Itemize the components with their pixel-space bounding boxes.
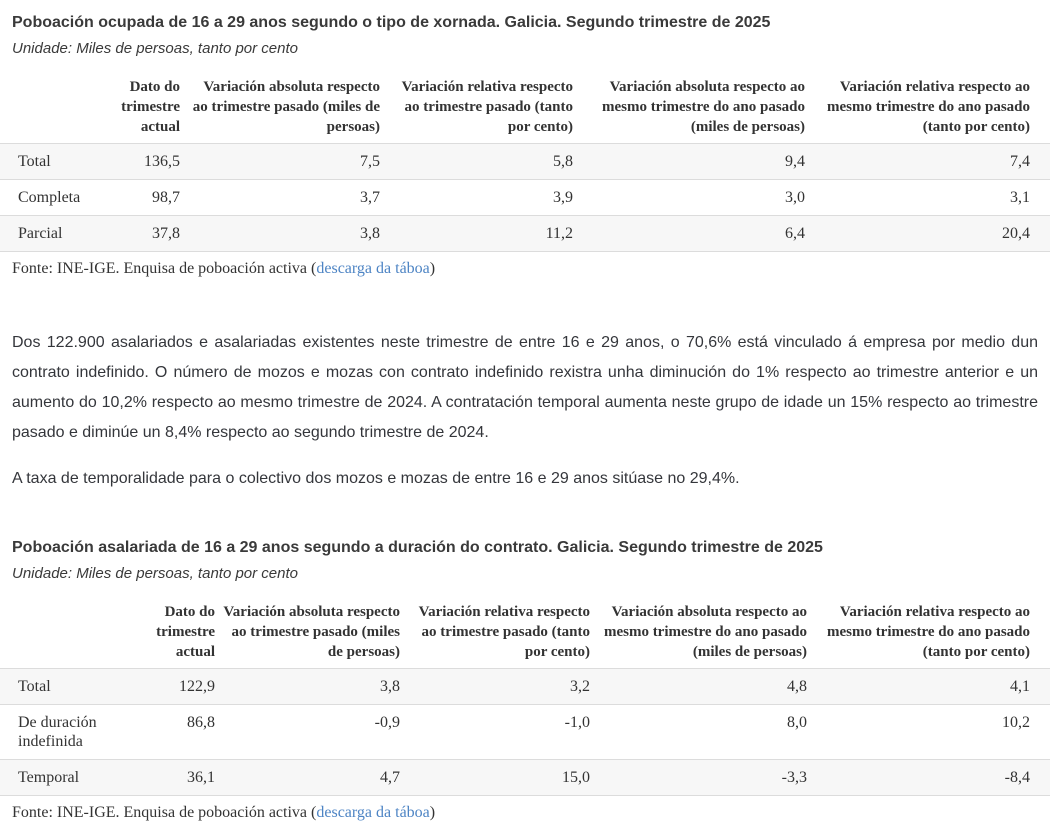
section-title-xornada: Poboación ocupada de 16 a 29 anos segund… <box>12 14 771 31</box>
table-row: Total 122,9 3,8 3,2 4,8 4,1 <box>0 668 1050 705</box>
cell-value: 11,2 <box>380 215 573 252</box>
xornada-table: Dato do trimestre actual Variación absol… <box>0 77 1050 252</box>
column-header-var-rel-trimestre: Variación relativa respecto ao trimestre… <box>380 77 573 144</box>
cell-value: 98,7 <box>112 179 180 216</box>
cell-value: -1,0 <box>400 704 590 760</box>
cell-value: 4,1 <box>807 668 1050 705</box>
column-header-dato-actual: Dato do trimestre actual <box>112 77 180 144</box>
cell-value: 20,4 <box>805 215 1050 252</box>
paragraph-temporalidade: A taxa de temporalidade para o colectivo… <box>12 470 740 487</box>
cell-value: 3,2 <box>400 668 590 705</box>
source-text: Fonte: INE-IGE. Enquisa de poboación act… <box>12 260 317 277</box>
download-table-link[interactable]: descarga da táboa <box>316 804 430 821</box>
cell-value: 15,0 <box>400 759 590 796</box>
table-row: Completa 98,7 3,7 3,9 3,0 3,1 <box>0 179 1050 216</box>
row-label: Temporal <box>0 759 112 796</box>
unit-label: Unidade: Miles de persoas, tanto por cen… <box>12 565 299 582</box>
row-label: De duración indefinida <box>0 704 112 760</box>
cell-value: 9,4 <box>573 143 805 180</box>
section-title-contrato: Poboación asalariada de 16 a 29 anos seg… <box>12 539 823 556</box>
row-label: Completa <box>0 179 112 216</box>
row-label: Parcial <box>0 215 112 252</box>
cell-value: 7,5 <box>180 143 380 180</box>
column-header-dato-actual: Dato do trimestre actual <box>112 602 215 669</box>
table-row: Temporal 36,1 4,7 15,0 -3,3 -8,4 <box>0 759 1050 796</box>
column-header-var-abs-ano: Variación absoluta respecto ao mesmo tri… <box>573 77 805 144</box>
cell-value: 3,0 <box>573 179 805 216</box>
column-header-var-abs-ano: Variación absoluta respecto ao mesmo tri… <box>590 602 807 669</box>
cell-value: 5,8 <box>380 143 573 180</box>
table-row: Total 136,5 7,5 5,8 9,4 7,4 <box>0 143 1050 180</box>
source-text-suffix: ) <box>429 804 436 821</box>
column-header-var-abs-trimestre: Variación absoluta respecto ao trimestre… <box>215 602 400 669</box>
cell-value: 136,5 <box>112 143 180 180</box>
analysis-text: Dos 122.900 asalariados e asalariadas ex… <box>12 328 1038 494</box>
cell-value: 3,8 <box>215 668 400 705</box>
source-text-suffix: ) <box>429 260 436 277</box>
source-note: Fonte: INE-IGE. Enquisa de poboación act… <box>12 803 1038 822</box>
cell-value: 3,7 <box>180 179 380 216</box>
table-header-row: Dato do trimestre actual Variación absol… <box>0 77 1050 144</box>
cell-value: 10,2 <box>807 704 1050 760</box>
cell-value: 86,8 <box>112 704 215 760</box>
source-note: Fonte: INE-IGE. Enquisa de poboación act… <box>12 259 1038 278</box>
source-text: Fonte: INE-IGE. Enquisa de poboación act… <box>12 804 317 821</box>
cell-value: 3,1 <box>805 179 1050 216</box>
cell-value: 4,8 <box>590 668 807 705</box>
section-contrato: Poboación asalariada de 16 a 29 anos seg… <box>0 538 1050 822</box>
table-row: De duración indefinida 86,8 -0,9 -1,0 8,… <box>0 704 1050 760</box>
cell-value: 122,9 <box>112 668 215 705</box>
cell-value: 3,9 <box>380 179 573 216</box>
cell-value: 7,4 <box>805 143 1050 180</box>
column-header-var-rel-ano: Variación relativa respecto ao mesmo tri… <box>807 602 1050 669</box>
cell-value: 37,8 <box>112 215 180 252</box>
cell-value: -3,3 <box>590 759 807 796</box>
column-header-var-rel-ano: Variación relativa respecto ao mesmo tri… <box>805 77 1050 144</box>
table-row: Parcial 37,8 3,8 11,2 6,4 20,4 <box>0 215 1050 252</box>
row-label: Total <box>0 668 112 705</box>
cell-value: -8,4 <box>807 759 1050 796</box>
column-header-var-rel-trimestre: Variación relativa respecto ao trimestre… <box>400 602 590 669</box>
cell-value: 6,4 <box>573 215 805 252</box>
cell-value: -0,9 <box>215 704 400 760</box>
paragraph-contratos: Dos 122.900 asalariados e asalariadas ex… <box>12 334 1038 441</box>
column-header-empty <box>0 77 112 144</box>
column-header-var-abs-trimestre: Variación absoluta respecto ao trimestre… <box>180 77 380 144</box>
table-header-row: Dato do trimestre actual Variación absol… <box>0 602 1050 669</box>
contrato-table: Dato do trimestre actual Variación absol… <box>0 602 1050 796</box>
cell-value: 3,8 <box>180 215 380 252</box>
cell-value: 4,7 <box>215 759 400 796</box>
row-label: Total <box>0 143 112 180</box>
unit-label: Unidade: Miles de persoas, tanto por cen… <box>12 40 299 57</box>
download-table-link[interactable]: descarga da táboa <box>316 260 430 277</box>
cell-value: 8,0 <box>590 704 807 760</box>
column-header-empty <box>0 602 112 669</box>
section-xornada: Poboación ocupada de 16 a 29 anos segund… <box>0 13 1050 278</box>
cell-value: 36,1 <box>112 759 215 796</box>
